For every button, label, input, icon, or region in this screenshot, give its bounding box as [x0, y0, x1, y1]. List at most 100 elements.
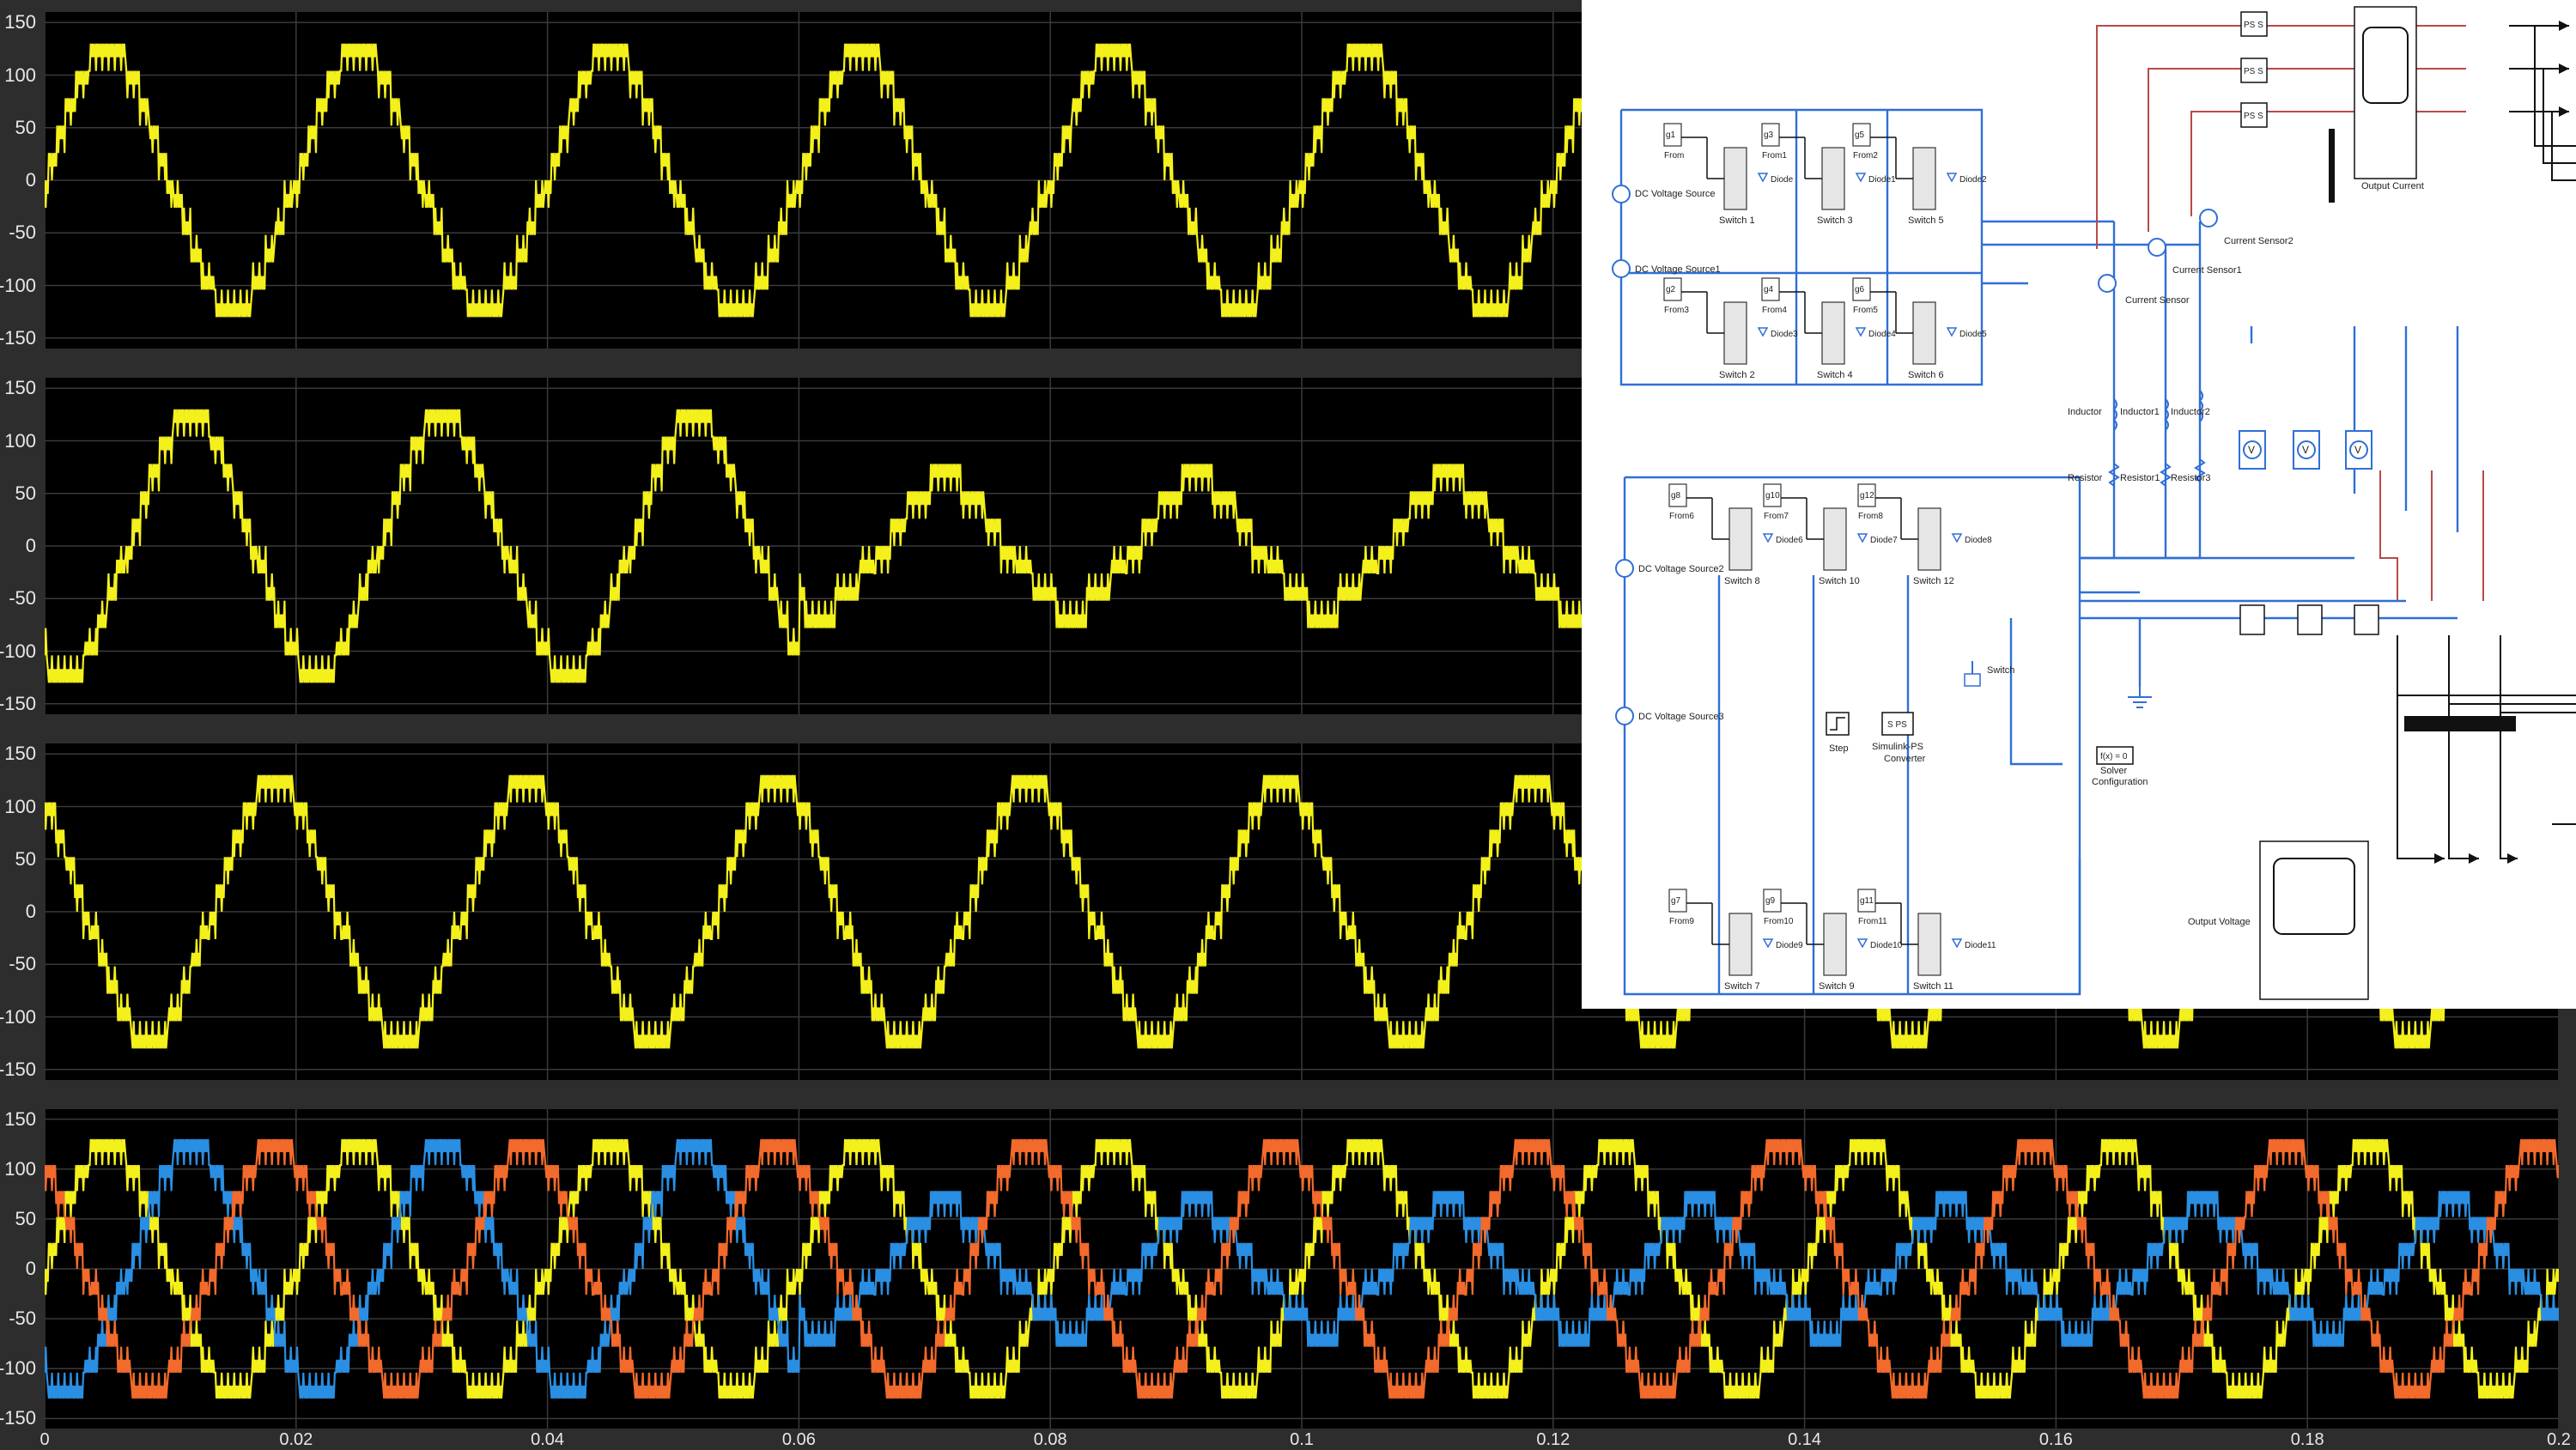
inductor1-label: Inductor1: [2120, 407, 2160, 417]
diode-label: Diode11: [1965, 941, 1996, 950]
x-tick-label: 0.1: [1290, 1430, 1314, 1449]
x-tick-label: 0.2: [2547, 1430, 2571, 1449]
scope-trace-3-series-1: [45, 774, 2559, 1049]
scope-trace-4-series-1: [45, 1138, 2559, 1399]
y-axis-4: 150 100 50 0 -50 -100 -150: [0, 1107, 39, 1429]
switch-block[interactable]: Switch 6 g6 From5 Diode5: [1852, 277, 1987, 380]
solver-label-line1: Solver: [2100, 766, 2128, 776]
from-block-label: From8: [1858, 512, 1883, 521]
inductors-and-resistors: [2108, 390, 2206, 487]
switch-block[interactable]: Switch 2 g2 From3 Diode3: [1663, 277, 1798, 380]
dc-voltage-source3-label: DC Voltage Source3: [1638, 712, 1724, 722]
diode-label: Diode3: [1771, 330, 1798, 339]
current-sensor-label: Current Sensor: [2125, 295, 2190, 306]
diode-label: Diode2: [1959, 175, 1987, 185]
gate-signal-label: g1: [1666, 130, 1676, 140]
diode-label: Diode: [1771, 175, 1794, 185]
y-tick-label: -150: [0, 1058, 36, 1080]
red-signal-wires: [2096, 25, 2484, 601]
switch-block[interactable]: Switch 7 g7 From9 Diode9: [1668, 889, 1803, 992]
switch-blocks: Switch 1 g1 From Diode Switch 3 g3 From1 Diode1…: [1663, 123, 1996, 992]
voltage-sensors: [2239, 430, 2372, 470]
y-tick-label: 150: [4, 743, 36, 765]
diode-label: Diode6: [1776, 536, 1803, 545]
from-block-label: From9: [1669, 917, 1694, 926]
from-block-label: From7: [1764, 512, 1789, 521]
y-tick-label: -100: [0, 1005, 36, 1028]
ps-simulink-converters: [2239, 11, 2379, 635]
switch-block[interactable]: Switch 5 g5 From2 Diode2: [1852, 123, 1987, 226]
black-signal-wires: [2397, 21, 2576, 864]
x-tick-label: 0.06: [781, 1430, 816, 1449]
switch-block[interactable]: Switch 1 g1 From Diode: [1663, 123, 1794, 226]
voltmeter-icon: V: [2354, 444, 2361, 456]
diode-label: Diode9: [1776, 941, 1803, 950]
y-tick-label: 0: [25, 535, 36, 556]
misc-blocks: [1826, 661, 2152, 765]
dc-voltage-source2-label: DC Voltage Source2: [1638, 564, 1724, 574]
switch-block[interactable]: Switch 12 g12 From8 Diode8: [1857, 483, 1992, 586]
switch-name-label: Switch 8: [1724, 576, 1760, 586]
switch-name-label: Switch 6: [1908, 370, 1944, 380]
y-tick-label: 50: [15, 847, 36, 870]
solver-box-label: f(x) = 0: [2100, 752, 2128, 761]
plot-svg-4: [45, 1109, 2559, 1429]
from-block-label: From: [1664, 151, 1684, 161]
x-tick-label: 0.04: [531, 1430, 565, 1449]
plot-panel-4[interactable]: [45, 1109, 2559, 1429]
diode-label: Diode4: [1868, 330, 1896, 339]
from-block-label: From10: [1764, 917, 1794, 926]
diode-label: Diode5: [1959, 330, 1987, 339]
ps-block-label: PS S: [2244, 67, 2263, 76]
x-tick-label: 0: [39, 1430, 50, 1449]
switch-block[interactable]: Switch 11 g11 From11 Diode11: [1857, 889, 1996, 992]
switch-block[interactable]: Switch 8 g8 From6 Diode6: [1668, 483, 1803, 586]
x-tick-label: 0.18: [2290, 1430, 2324, 1449]
gate-signal-label: g4: [1764, 285, 1774, 294]
switch-name-label: Switch 12: [1913, 576, 1954, 586]
switch-name-label: Switch 10: [1819, 576, 1860, 586]
switch-name-label: Switch 3: [1817, 215, 1853, 226]
y-tick-label: -150: [0, 1407, 36, 1429]
gate-signal-label: g12: [1860, 491, 1874, 501]
converter-box-label: S PS: [1887, 720, 1907, 730]
step-label: Step: [1829, 743, 1849, 754]
gate-signal-label: g2: [1666, 285, 1676, 294]
y-tick-label: -100: [0, 1357, 36, 1380]
from-block-label: From2: [1853, 151, 1878, 161]
y-tick-label: -150: [0, 326, 36, 349]
switch-name-label: Switch 4: [1817, 370, 1853, 380]
y-tick-label: -50: [9, 587, 36, 610]
y-tick-label: -100: [0, 274, 36, 296]
switch-block[interactable]: Switch 10 g10 From7 Diode7: [1763, 483, 1898, 586]
current-sensor1-label: Current Sensor1: [2172, 265, 2242, 276]
x-axis: 0 0.02 0.04 0.06 0.08 0.1 0.12 0.14 0.16 0.18 0.2: [39, 1430, 2570, 1449]
y-tick-label: 50: [15, 482, 36, 504]
switch-block[interactable]: Switch 9 g9 From10 Diode10: [1763, 889, 1903, 992]
dc-voltage-sources: [1612, 185, 1634, 725]
switch-name-label: Switch 7: [1724, 981, 1760, 992]
diode-label: Diode7: [1870, 536, 1898, 545]
y-tick-label: 0: [25, 169, 36, 191]
dc-voltage-source-label: DC Voltage Source: [1635, 189, 1716, 199]
mux-blocks: [2329, 129, 2516, 731]
switch-block[interactable]: Switch 4 g4 From4 Diode4: [1761, 277, 1896, 380]
gate-signal-label: g8: [1671, 491, 1681, 501]
solver-label-line2: Configuration: [2092, 777, 2148, 787]
switch-name-label: Switch 2: [1719, 370, 1755, 380]
y-tick-label: -50: [9, 953, 36, 975]
current-sensors: [2098, 209, 2218, 293]
dc-voltage-source1-label: DC Voltage Source1: [1635, 264, 1721, 275]
x-tick-label: 0.16: [2038, 1430, 2073, 1449]
switch-block[interactable]: Switch 3 g3 From1 Diode1: [1761, 123, 1896, 226]
y-tick-label: 150: [4, 11, 36, 33]
diode-label: Diode8: [1965, 536, 1992, 545]
y-tick-label: 100: [4, 795, 36, 817]
y-tick-label: 150: [4, 1107, 36, 1130]
switch-label: Switch: [1987, 665, 2014, 676]
x-tick-label: 0.08: [1033, 1430, 1067, 1449]
simulink-model-diagram[interactable]: DC Voltage Source DC Voltage Source1 DC …: [1582, 0, 2576, 1009]
converter-label-line1: Simulink-PS: [1872, 742, 1923, 752]
y-tick-label: 50: [15, 116, 36, 138]
switch-name-label: Switch 9: [1819, 981, 1855, 992]
